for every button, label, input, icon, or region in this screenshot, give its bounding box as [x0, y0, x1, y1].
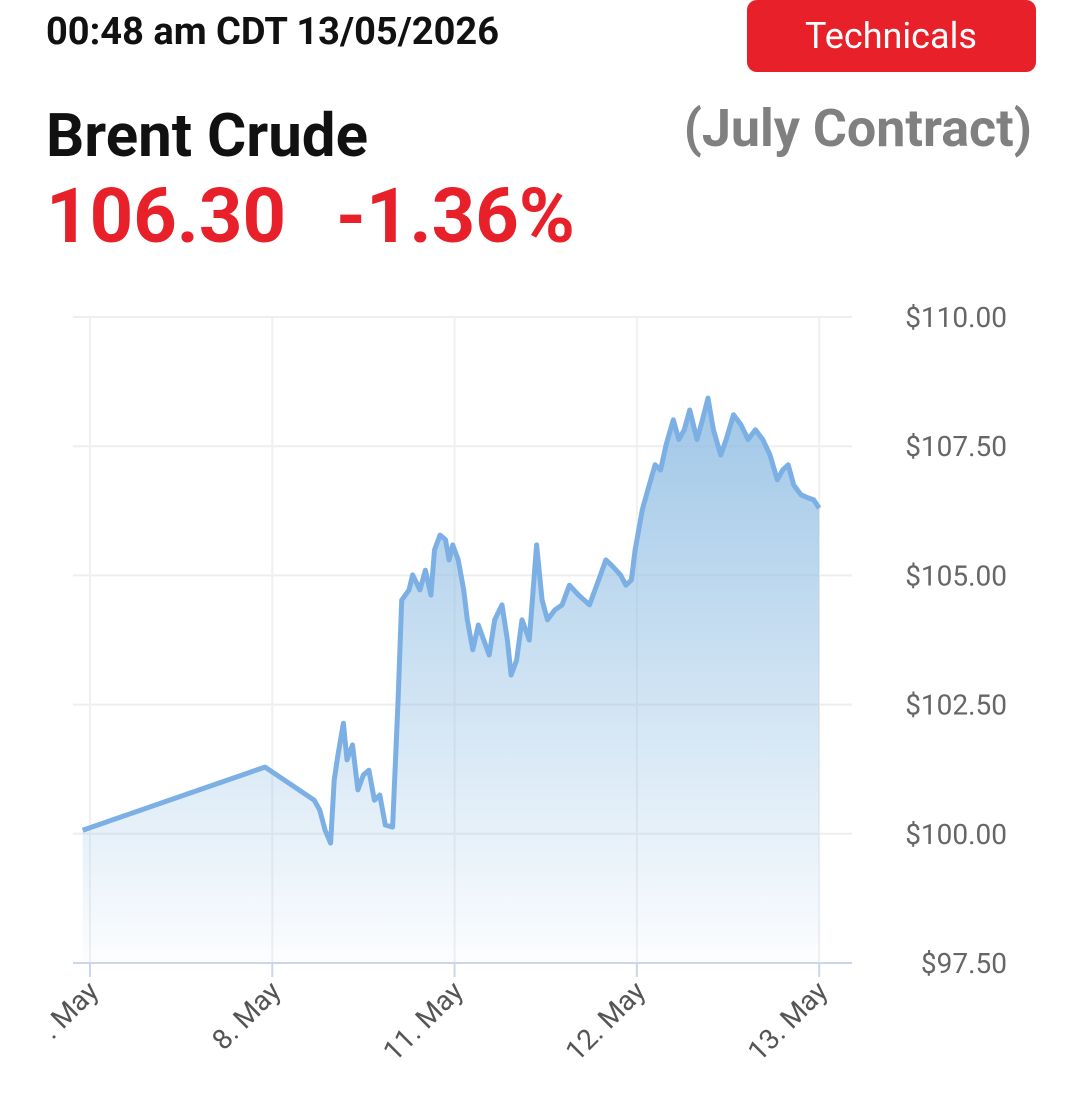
y-tick-label: $97.50	[921, 947, 1007, 980]
x-tick-label: 12. May	[559, 975, 652, 1068]
x-tick-label: 13. May	[741, 975, 834, 1068]
y-tick-label: $100.00	[905, 818, 1007, 851]
y-tick-label: $110.00	[905, 301, 1007, 334]
timestamp: 00:48 am CDT 13/05/2026	[46, 10, 499, 54]
y-tick-label: $107.50	[905, 430, 1007, 463]
change: -1.36%	[336, 171, 575, 261]
technicals-button[interactable]	[747, 0, 1036, 72]
button-label[interactable]: Technicals	[805, 15, 977, 57]
chart-subtitle: (July Contract)	[684, 98, 1032, 159]
x-tick-label: . May	[34, 975, 105, 1046]
y-tick-label: $102.50	[905, 689, 1007, 722]
chart-title: Brent Crude	[46, 100, 368, 171]
y-tick-label: $105.00	[905, 559, 1007, 592]
last-price: 106.30	[46, 171, 286, 261]
x-tick-label: 8. May	[205, 975, 287, 1057]
x-tick-label: 11. May	[377, 975, 470, 1068]
line	[81, 395, 822, 846]
area	[82, 398, 820, 964]
